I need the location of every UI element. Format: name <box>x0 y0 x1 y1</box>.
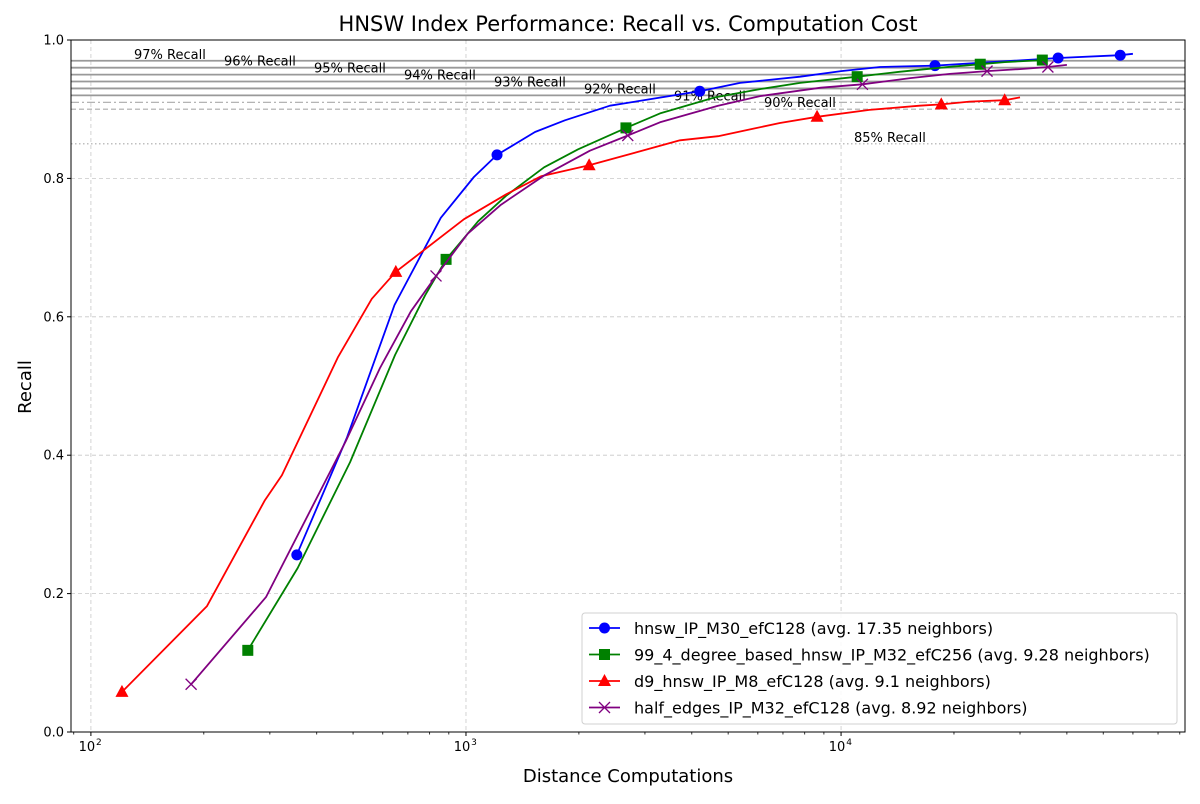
series-group <box>115 49 1133 697</box>
data-point-triangle <box>582 158 596 171</box>
series-3 <box>185 61 1067 691</box>
series-line <box>295 52 1133 556</box>
data-point-square <box>1036 54 1048 66</box>
series-2 <box>115 93 1021 697</box>
y-tick-label: 1.0 <box>43 34 64 49</box>
chart-title: HNSW Index Performance: Recall vs. Compu… <box>339 12 918 36</box>
data-point-square <box>620 122 632 134</box>
data-point-circle <box>291 549 303 561</box>
data-point-circle <box>1114 49 1126 61</box>
data-point-triangle <box>810 109 824 122</box>
reference-line-label: 95% Recall <box>314 62 386 77</box>
series-line <box>247 59 1043 651</box>
x-axis-label: Distance Computations <box>523 766 733 787</box>
reference-line-label: 97% Recall <box>134 48 206 63</box>
y-tick-label: 0.2 <box>43 587 64 602</box>
reference-line-label: 93% Recall <box>494 75 566 90</box>
data-point-x <box>981 65 993 78</box>
data-point-circle <box>599 622 610 634</box>
x-tick-label: 10 <box>454 740 471 755</box>
legend-box <box>581 612 1178 725</box>
data-point-x <box>185 678 198 691</box>
data-point-triangle <box>389 264 403 277</box>
data-point-square <box>974 58 986 70</box>
data-point-triangle <box>998 93 1012 106</box>
data-point-x <box>621 129 634 142</box>
reference-line-label: 96% Recall <box>224 55 296 70</box>
legend-item: 99_4_degree_based_hnsw_IP_M32_efC256 (av… <box>589 646 1150 666</box>
data-point-square <box>440 253 452 265</box>
series-0 <box>291 49 1133 561</box>
data-point-x <box>856 78 869 91</box>
series-line <box>121 96 1021 693</box>
data-point-square <box>851 71 863 83</box>
data-point-x <box>598 701 611 714</box>
x-tick-exponent: 4 <box>846 738 852 748</box>
x-tick-exponent: 3 <box>471 738 477 748</box>
data-point-triangle <box>115 684 129 697</box>
reference-line-label: 90% Recall <box>764 96 836 111</box>
data-point-triangle <box>934 97 948 110</box>
x-tick-label: 10 <box>79 740 96 755</box>
data-point-circle <box>694 85 706 97</box>
data-point-triangle <box>598 674 611 686</box>
legend-item: half_edges_IP_M32_efC128 (avg. 8.92 neig… <box>589 699 1028 719</box>
reference-line-label: 94% Recall <box>404 69 476 84</box>
reference-line-label: 85% Recall <box>854 131 926 146</box>
plot-frame <box>70 39 1186 733</box>
data-point-x <box>430 270 442 282</box>
y-tick-label: 0.4 <box>43 449 64 464</box>
legend-label: hnsw_IP_M30_efC128 (avg. 17.35 neighbors… <box>634 619 993 639</box>
legend-item: hnsw_IP_M30_efC128 (avg. 17.35 neighbors… <box>589 619 993 639</box>
series-1 <box>242 54 1048 656</box>
y-tick-label: 0.8 <box>43 172 64 187</box>
y-axis-label: Recall <box>15 360 36 414</box>
legend-label: half_edges_IP_M32_efC128 (avg. 8.92 neig… <box>634 699 1028 719</box>
series-line <box>190 64 1067 685</box>
reference-line-label: 92% Recall <box>584 82 656 97</box>
y-tick-label: 0.6 <box>43 310 64 325</box>
data-point-x <box>1041 61 1054 73</box>
x-tick-label: 10 <box>829 740 846 755</box>
data-point-circle <box>491 149 503 161</box>
legend: hnsw_IP_M30_efC128 (avg. 17.35 neighbors… <box>581 612 1178 725</box>
legend-label: 99_4_degree_based_hnsw_IP_M32_efC256 (av… <box>634 646 1150 666</box>
reference-lines: 97% Recall 96% Recall 95% Recall 94% Recall… <box>71 48 1185 146</box>
data-point-square <box>242 644 254 656</box>
x-tick-exponent: 2 <box>96 738 102 748</box>
data-point-circle <box>1052 52 1064 64</box>
axes: 0.00.20.40.60.81.010 2 10 3 10 4 <box>43 34 1186 755</box>
y-tick-label: 0.0 <box>43 726 64 741</box>
legend-label: d9_hnsw_IP_M8_efC128 (avg. 9.1 neighbors… <box>634 672 991 692</box>
legend-item: d9_hnsw_IP_M8_efC128 (avg. 9.1 neighbors… <box>589 672 991 692</box>
data-point-square <box>599 649 610 660</box>
